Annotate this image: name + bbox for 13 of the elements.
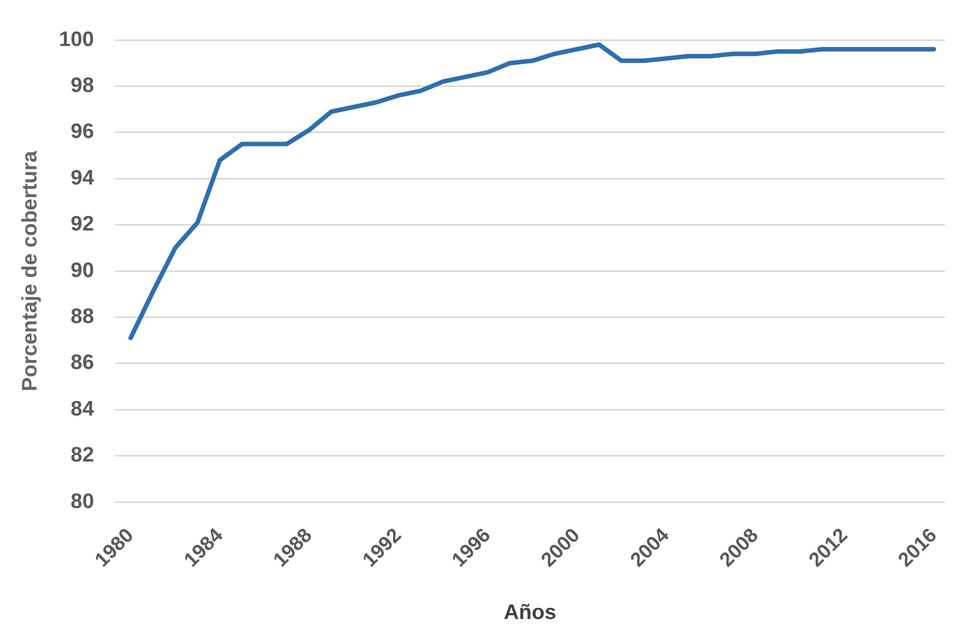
y-tick-label: 88 [70,304,94,328]
y-tick-label: 98 [70,74,94,97]
y-tick-label: 90 [70,258,94,282]
y-tick-label: 92 [70,212,94,236]
y-tick-label: 80 [70,490,94,513]
y-tick-label: 96 [70,120,94,144]
y-tick-label: 82 [70,444,94,467]
y-tick-label: 86 [70,351,94,374]
y-tick-label: 94 [70,166,94,190]
y-tick-label: 100 [58,28,94,51]
x-axis-title: Años [504,601,556,624]
y-axis-title: Porcentaje de cobertura [18,150,42,392]
y-tick-label: 84 [70,397,94,420]
